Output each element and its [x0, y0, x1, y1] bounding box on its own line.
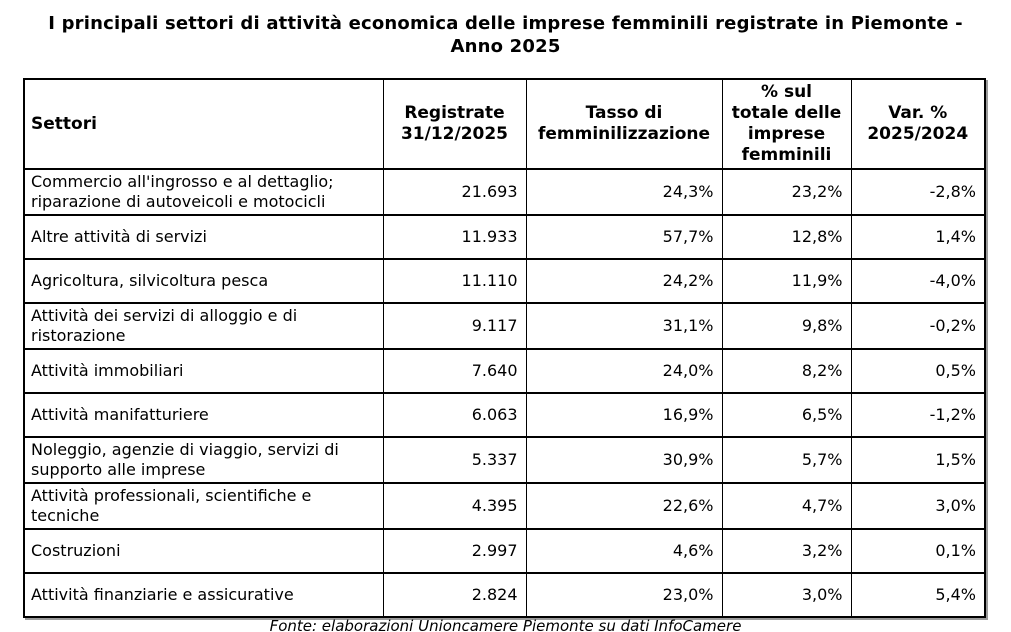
var-cell: 5,4%: [850, 572, 986, 618]
header-row: Settori Registrate 31/12/2025 Tasso di f…: [23, 78, 986, 170]
registrate-cell: 9.117: [382, 302, 527, 350]
tasso-cell: 4,6%: [525, 528, 723, 574]
table-row: Attività finanziarie e assicurative 2.82…: [23, 572, 986, 618]
tasso-cell: 31,1%: [525, 302, 723, 350]
sector-name-cell: Attività finanziarie e assicurative: [23, 572, 384, 618]
tasso-cell: 24,2%: [525, 258, 723, 304]
var-cell: -0,2%: [850, 302, 986, 350]
tasso-cell: 22,6%: [525, 482, 723, 530]
source-note: Fonte: elaborazioni Unioncamere Piemonte…: [269, 617, 742, 632]
sector-name-cell: Agricoltura, silvicoltura pesca: [23, 258, 384, 304]
column-header-tasso-femminilizzazione: Tasso di femminilizzazione: [525, 78, 723, 170]
column-header-settori: Settori: [23, 78, 384, 170]
page-title: I principali settori di attività economi…: [48, 13, 963, 57]
table-body: Commercio all'ingrosso e al dettaglio; r…: [23, 168, 986, 618]
var-cell: 0,5%: [850, 348, 986, 394]
perc-totale-cell: 5,7%: [721, 436, 852, 484]
var-cell: 0,1%: [850, 528, 986, 574]
table-row: Attività dei servizi di alloggio e di ri…: [23, 302, 986, 350]
perc-totale-cell: 6,5%: [721, 392, 852, 438]
registrate-cell: 7.640: [382, 348, 527, 394]
page: I principali settori di attività economi…: [0, 12, 1011, 632]
sector-name-cell: Costruzioni: [23, 528, 384, 574]
table-header: Settori Registrate 31/12/2025 Tasso di f…: [23, 78, 986, 170]
perc-totale-cell: 12,8%: [721, 214, 852, 260]
table-row: Noleggio, agenzie di viaggio, servizi di…: [23, 436, 986, 484]
sector-name-cell: Altre attività di servizi: [23, 214, 384, 260]
registrate-cell: 11.933: [382, 214, 527, 260]
column-header-perc-totale: % sul totale delle imprese femminili: [721, 78, 852, 170]
perc-totale-cell: 9,8%: [721, 302, 852, 350]
var-cell: -4,0%: [850, 258, 986, 304]
var-cell: -2,8%: [850, 168, 986, 216]
sector-name-cell: Attività immobiliari: [23, 348, 384, 394]
var-cell: -1,2%: [850, 392, 986, 438]
sector-name-cell: Attività dei servizi di alloggio e di ri…: [23, 302, 384, 350]
sectors-table: Settori Registrate 31/12/2025 Tasso di f…: [23, 78, 986, 618]
sector-name-cell: Attività professionali, scientifiche e t…: [23, 482, 384, 530]
registrate-cell: 6.063: [382, 392, 527, 438]
table-row: Attività immobiliari 7.640 24,0% 8,2% 0,…: [23, 348, 986, 394]
table-row: Attività manifatturiere 6.063 16,9% 6,5%…: [23, 392, 986, 438]
registrate-cell: 4.395: [382, 482, 527, 530]
table-row: Commercio all'ingrosso e al dettaglio; r…: [23, 168, 986, 216]
sector-name-cell: Commercio all'ingrosso e al dettaglio; r…: [23, 168, 384, 216]
registrate-cell: 2.997: [382, 528, 527, 574]
registrate-cell: 11.110: [382, 258, 527, 304]
tasso-cell: 24,0%: [525, 348, 723, 394]
registrate-cell: 21.693: [382, 168, 527, 216]
var-cell: 1,4%: [850, 214, 986, 260]
table-row: Costruzioni 2.997 4,6% 3,2% 0,1%: [23, 528, 986, 574]
sector-name-cell: Attività manifatturiere: [23, 392, 384, 438]
var-cell: 3,0%: [850, 482, 986, 530]
table-row: Attività professionali, scientifiche e t…: [23, 482, 986, 530]
tasso-cell: 23,0%: [525, 572, 723, 618]
column-header-registrate: Registrate 31/12/2025: [382, 78, 527, 170]
perc-totale-cell: 4,7%: [721, 482, 852, 530]
registrate-cell: 5.337: [382, 436, 527, 484]
table-row: Altre attività di servizi 11.933 57,7% 1…: [23, 214, 986, 260]
tasso-cell: 57,7%: [525, 214, 723, 260]
perc-totale-cell: 8,2%: [721, 348, 852, 394]
perc-totale-cell: 11,9%: [721, 258, 852, 304]
sector-name-cell: Noleggio, agenzie di viaggio, servizi di…: [23, 436, 384, 484]
table-row: Agricoltura, silvicoltura pesca 11.110 2…: [23, 258, 986, 304]
perc-totale-cell: 3,2%: [721, 528, 852, 574]
perc-totale-cell: 3,0%: [721, 572, 852, 618]
column-header-var-percent: Var. % 2025/2024: [850, 78, 986, 170]
tasso-cell: 24,3%: [525, 168, 723, 216]
tasso-cell: 30,9%: [525, 436, 723, 484]
registrate-cell: 2.824: [382, 572, 527, 618]
perc-totale-cell: 23,2%: [721, 168, 852, 216]
tasso-cell: 16,9%: [525, 392, 723, 438]
var-cell: 1,5%: [850, 436, 986, 484]
